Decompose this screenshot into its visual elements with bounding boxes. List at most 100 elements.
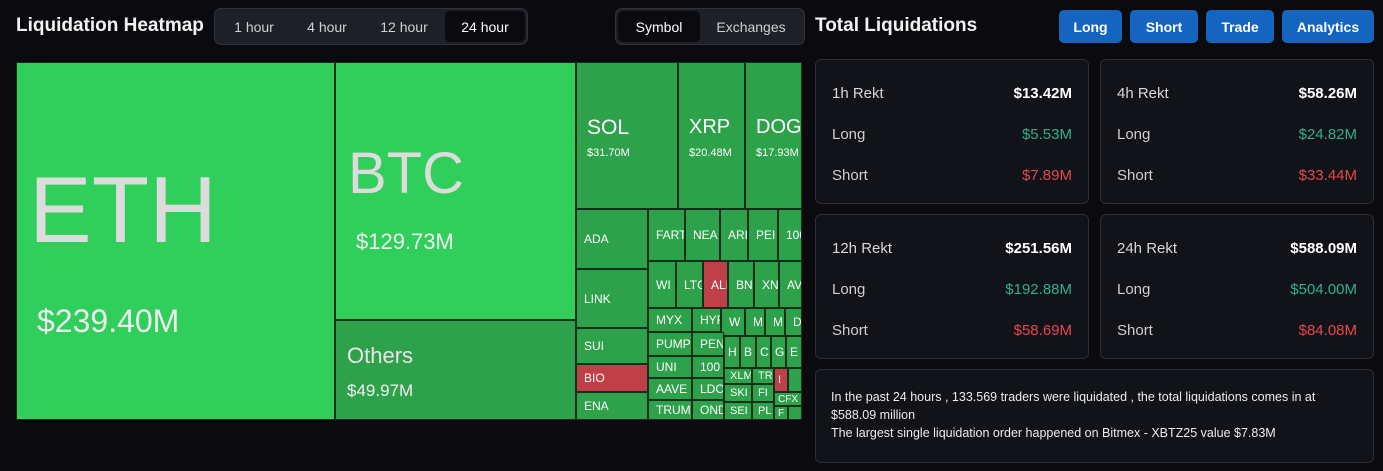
card-label: 1h Rekt (832, 85, 884, 102)
card-total: $588.09M (1290, 240, 1357, 257)
tile-f[interactable]: F (774, 406, 788, 420)
short-value: $58.69M (1013, 322, 1072, 339)
tile-h[interactable]: H (724, 336, 740, 368)
tile-value: $31.70M (587, 147, 630, 159)
tile-sui[interactable]: SUI (576, 328, 648, 364)
largest-order-text: The largest single liquidation order hap… (831, 426, 1276, 440)
tile-sol[interactable]: SOL $31.70M (576, 62, 678, 209)
tile-symbol: DOG (756, 116, 802, 138)
tile-d[interactable]: D (785, 308, 802, 336)
tile-trum[interactable]: TRUM (648, 400, 692, 420)
long-button[interactable]: Long (1059, 10, 1122, 43)
tile-av[interactable]: AV (779, 261, 802, 308)
tile-value: $239.40M (37, 303, 180, 339)
short-label: Short (1117, 322, 1153, 339)
tile-100b[interactable]: 100 (692, 356, 724, 378)
tile-btc[interactable]: BTC $129.73M (335, 62, 576, 320)
short-button[interactable]: Short (1130, 10, 1198, 43)
tile-value: $49.97M (347, 381, 414, 400)
card-total: $251.56M (1005, 240, 1072, 257)
card-total: $58.26M (1298, 85, 1357, 102)
tile-uni[interactable]: UNI (648, 356, 692, 378)
tile-others[interactable]: Others $49.97M (335, 320, 576, 420)
card-label: 4h Rekt (1117, 85, 1169, 102)
tile-c[interactable]: C (756, 336, 771, 368)
summary-text: In the past 24 hours , 133.569 traders w… (831, 390, 1316, 422)
tile-myx[interactable]: MYX (648, 308, 692, 332)
tile-ldo[interactable]: LDO (692, 378, 724, 400)
view-mode-selector: Symbol Exchanges (615, 8, 805, 45)
long-value: $504.00M (1290, 281, 1357, 298)
time-option-24h[interactable]: 24 hour (445, 11, 525, 42)
tile-fart[interactable]: FART (648, 209, 685, 261)
tile-pep[interactable]: PEI (748, 209, 778, 261)
card-total: $13.42M (1013, 85, 1072, 102)
tile-link[interactable]: LINK (576, 269, 648, 328)
tile-aave[interactable]: AAVE (648, 378, 692, 400)
tile-bn[interactable]: BN (728, 261, 754, 308)
tile-b[interactable]: B (740, 336, 756, 368)
card-label: 24h Rekt (1117, 240, 1178, 257)
tile-value: $20.48M (689, 147, 732, 159)
tile-i[interactable]: I (774, 368, 788, 392)
tile-sei[interactable]: SEI (724, 402, 752, 420)
tile-m2[interactable]: M (765, 308, 785, 336)
tile-ond[interactable]: OND (692, 400, 724, 420)
short-value: $7.89M (1021, 167, 1072, 184)
analytics-button[interactable]: Analytics (1282, 10, 1374, 43)
time-option-12h[interactable]: 12 hour (380, 18, 428, 35)
total-liquidations-title: Total Liquidations (815, 15, 978, 36)
tile-ltc[interactable]: LTC (676, 261, 703, 308)
tile-bio[interactable]: BIO (576, 364, 648, 392)
tile-m[interactable]: M (745, 308, 765, 336)
time-range-selector: 1 hour 4 hour 12 hour 24 hour (214, 8, 528, 45)
tile-value: $17.93M (756, 147, 799, 159)
tile-wi[interactable]: WI (648, 261, 676, 308)
tile-value: $129.73M (356, 229, 454, 254)
tile-symbol: Others (347, 343, 414, 368)
long-label: Long (832, 281, 866, 298)
time-option-1h[interactable]: 1 hour (234, 18, 274, 35)
tile-pump[interactable]: PUMP (648, 332, 692, 356)
tile-ski[interactable]: SKI (724, 384, 752, 402)
liquidation-summary: In the past 24 hours , 133.569 traders w… (815, 369, 1374, 463)
tile-e[interactable]: E (786, 336, 802, 368)
card-4h-rekt: 4h Rekt $58.26M Long $24.82M Short $33.44M (1100, 59, 1374, 204)
tile-ali[interactable]: ALI (703, 261, 728, 308)
tile-symbol: XRP (689, 116, 731, 138)
trade-button[interactable]: Trade (1206, 10, 1274, 43)
short-label: Short (1117, 167, 1153, 184)
view-option-symbol[interactable]: Symbol (618, 11, 700, 42)
tile-symbol: SOL (587, 116, 630, 139)
tile-pl[interactable]: PL (752, 402, 774, 420)
tile-xn[interactable]: XN (754, 261, 779, 308)
long-label: Long (832, 126, 866, 143)
view-option-exchanges[interactable]: Exchanges (716, 18, 786, 35)
long-value: $192.88M (1005, 281, 1072, 298)
card-12h-rekt: 12h Rekt $251.56M Long $192.88M Short $58.6… (815, 214, 1089, 359)
short-label: Short (832, 167, 868, 184)
time-option-4h[interactable]: 4 hour (307, 18, 347, 35)
tile-symbol: ETH (29, 157, 217, 262)
liquidation-heatmap: ETH $239.40M BTC $129.73M Others $49.97M… (16, 62, 802, 420)
tile-hyp[interactable]: HYF (692, 308, 721, 332)
tile-g[interactable]: G (771, 336, 786, 368)
tile-100[interactable]: 100 (778, 209, 802, 261)
tile-xrp[interactable]: XRP $20.48M (678, 62, 745, 209)
heatmap-title: Liquidation Heatmap (16, 15, 204, 36)
tile-cfx[interactable]: CFX (774, 392, 802, 406)
tile-nea[interactable]: NEA (685, 209, 720, 261)
tile-ada[interactable]: ADA (576, 209, 648, 269)
tile-w[interactable]: W (721, 308, 745, 336)
tile-eth[interactable]: ETH $239.40M (16, 62, 335, 420)
tile-pen[interactable]: PEN (692, 332, 724, 356)
card-24h-rekt: 24h Rekt $588.09M Long $504.00M Short $84.0… (1100, 214, 1374, 359)
tile-misc-b[interactable] (788, 406, 802, 420)
tile-fi[interactable]: FI (752, 384, 774, 402)
tile-ari[interactable]: ARI (720, 209, 748, 261)
tile-tr[interactable]: TR (752, 368, 774, 384)
tile-misc-a[interactable] (788, 368, 802, 392)
tile-xlm[interactable]: XLM (724, 368, 752, 384)
tile-ena[interactable]: ENA (576, 392, 648, 420)
tile-doge[interactable]: DOG $17.93M (745, 62, 802, 209)
